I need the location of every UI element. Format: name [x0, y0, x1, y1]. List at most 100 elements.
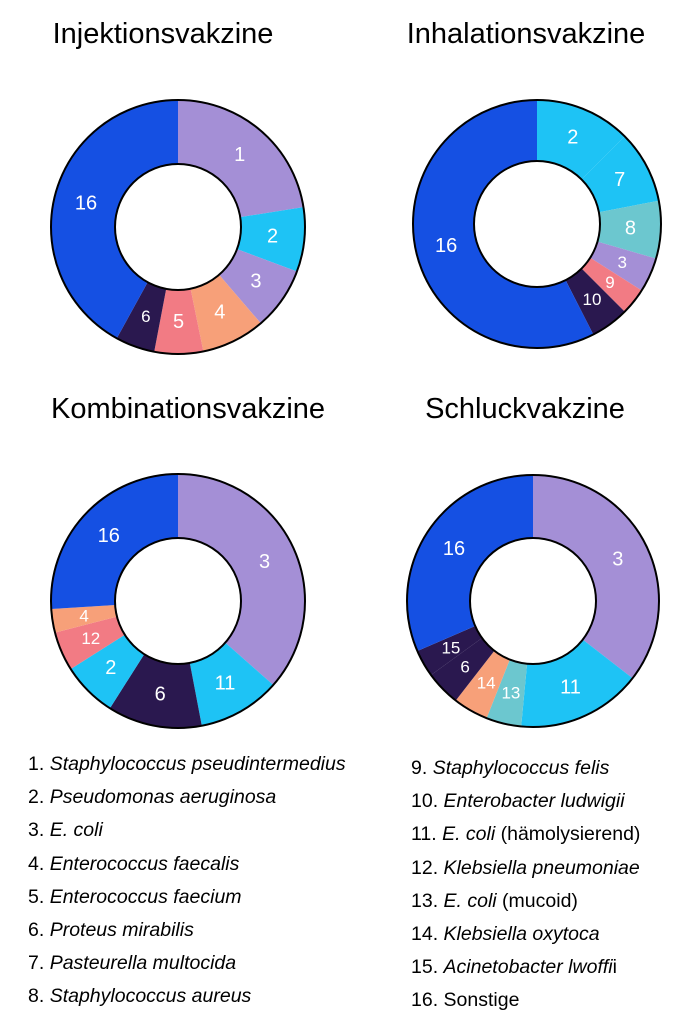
chart3-slice-16 [50, 474, 178, 609]
chart4-slice-16 [407, 475, 533, 652]
chart1-slice-label-1: 1 [234, 144, 245, 166]
legend-item-3: 3. E. coli [28, 814, 346, 847]
chart3-slice-3 [178, 474, 305, 685]
chart2-slice-label-16: 16 [435, 235, 457, 257]
legend-number: 9. [411, 757, 428, 779]
chart3-slice-label-3: 3 [259, 551, 270, 573]
chart1-slice-label-5: 5 [173, 311, 184, 333]
chart4-slice-11 [521, 639, 633, 727]
chart1-slice-1 [178, 100, 304, 218]
legend-species: E. coli [443, 889, 497, 912]
legend-suffix: Sonstige [443, 989, 520, 1012]
chart1-slice-6 [116, 282, 167, 352]
legend-number: 5. [28, 885, 45, 908]
legend-species: Enterococcus faecalis [49, 852, 240, 875]
chart2-slice-3 [590, 241, 657, 291]
chart4-slice-15 [417, 626, 483, 676]
legend-suffix: i [612, 956, 617, 979]
chart3-slice-label-11: 11 [215, 673, 236, 695]
chart1-slice-label-16: 16 [75, 192, 97, 214]
chart4-slice-label-11: 11 [560, 677, 581, 699]
legend-species: Staphylococcus pseudintermedius [49, 753, 346, 775]
chart2-inner-ring [473, 160, 601, 288]
legend-number: 1. [28, 753, 45, 775]
legend-species: Proteus mirabilis [49, 919, 194, 942]
legend-right-column: 9. Staphylococcus felis 10. Enterobacter … [411, 752, 640, 1018]
legend-species: Enterococcus faecium [49, 885, 242, 908]
chart4-slice-13 [486, 659, 528, 727]
chart4-slice-3 [533, 475, 660, 679]
legend-number: 10. [411, 790, 439, 813]
chart2-slice-label-7: 7 [614, 169, 625, 191]
chart3-slice-11 [189, 642, 274, 726]
chart2-slice-label-10: 10 [582, 290, 601, 309]
legend-number: 12. [411, 856, 439, 879]
chart4-inner-ring [469, 537, 597, 665]
chart1-slice-label-3: 3 [250, 270, 261, 292]
chart2-slice-label-2: 2 [567, 127, 578, 149]
legend-species: Pasteurella multocida [49, 952, 237, 975]
chart4-slice-14 [455, 650, 510, 719]
legend-number: 8. [28, 985, 45, 1008]
chart4-slice-6 [431, 638, 495, 701]
legend-item-12: 12. Klebsiella pneumoniae [411, 852, 640, 885]
chart2-slice-label-8: 8 [625, 217, 636, 239]
legend-number: 4. [28, 852, 45, 875]
legend-item-9: 9. Staphylococcus felis [411, 752, 640, 785]
chart1-inner-ring [114, 163, 242, 291]
legend-species: Staphylococcus aureus [49, 985, 252, 1008]
legend-number: 11. [411, 823, 437, 846]
legend-number: 13. [411, 889, 439, 912]
chart3-slice-4 [51, 604, 117, 633]
legend-species: Enterobacter ludwigii [443, 790, 625, 813]
legend-species: Acinetobacter lwoffi [443, 956, 613, 979]
chart3-outer-ring [50, 473, 306, 729]
chart4-slice-label-13: 13 [501, 683, 520, 702]
legend-number: 7. [28, 952, 45, 975]
chart3-slice-6 [109, 654, 202, 728]
legend-species: E. coli [49, 819, 103, 842]
chart3-slice-12 [54, 616, 125, 670]
chart-title-kombination: Kombinationsvakzine [50, 393, 326, 425]
chart2-slice-label-3: 3 [617, 253, 626, 272]
chart1-slice-label-4: 4 [214, 301, 225, 323]
chart2-slice-10 [565, 268, 625, 335]
legend-species: Pseudomonas aeruginosa [49, 786, 277, 809]
chart1-slice-5 [154, 288, 204, 354]
chart2-slice-9 [581, 257, 642, 312]
chart4-slice-label-14: 14 [477, 674, 496, 693]
legend-number: 6. [28, 919, 45, 942]
legend-item-14: 14. Klebsiella oxytoca [411, 918, 640, 951]
chart-title-inhalation: Inhalationsvakzine [406, 18, 646, 50]
chart3-slice-label-6: 6 [155, 683, 166, 705]
chart1-slice-label-2: 2 [267, 226, 278, 248]
legend-species: Klebsiella oxytoca [443, 923, 600, 946]
legend-item-5: 5. Enterococcus faecium [28, 881, 346, 914]
chart4-slice-label-15: 15 [441, 638, 460, 657]
legend-item-4: 4. Enterococcus faecalis [28, 848, 346, 881]
chart3-slice-label-12: 12 [81, 629, 100, 648]
legend-suffix: (hämolysierend) [495, 823, 641, 846]
legend-number: 14. [411, 923, 439, 946]
chart2-slice-8 [597, 200, 661, 259]
chart3-slice-label-2: 2 [105, 657, 116, 679]
chart4-outer-ring [406, 474, 660, 728]
legend-number: 15. [411, 956, 439, 979]
legend-number: 16. [411, 989, 439, 1012]
chart1-outer-ring [50, 99, 306, 355]
legend-item-6: 6. Proteus mirabilis [28, 914, 346, 947]
legend-item-2: 2. Pseudomonas aeruginosa [28, 781, 346, 814]
chart1-slice-label-6: 6 [141, 307, 150, 326]
chart2-outer-ring [412, 99, 662, 349]
chart3-slice-label-4: 4 [79, 606, 88, 625]
legend-left-column: 1. Staphylococcus pseudintermedius 2. Pse… [28, 748, 346, 1014]
chart1-slice-2 [237, 207, 306, 272]
legend-item-13: 13. E. coli (mucoid) [411, 885, 640, 918]
legend-item-10: 10. Enterobacter ludwigii [411, 785, 640, 818]
chart1-slice-4 [190, 274, 261, 352]
legend-number: 3. [28, 819, 45, 842]
chart4-slice-label-16: 16 [443, 538, 465, 560]
legend-species: E. coli [442, 823, 496, 846]
legend-species: Klebsiella pneumoniae [443, 856, 640, 879]
